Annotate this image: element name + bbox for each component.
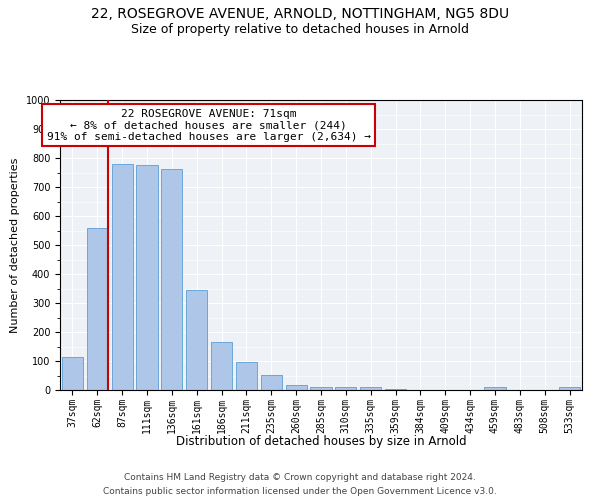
Bar <box>335 387 356 390</box>
Bar <box>559 387 580 390</box>
Text: 22, ROSEGROVE AVENUE, ARNOLD, NOTTINGHAM, NG5 8DU: 22, ROSEGROVE AVENUE, ARNOLD, NOTTINGHAM… <box>91 8 509 22</box>
Text: Contains public sector information licensed under the Open Government Licence v3: Contains public sector information licen… <box>103 488 497 496</box>
Text: Contains HM Land Registry data © Crown copyright and database right 2024.: Contains HM Land Registry data © Crown c… <box>124 472 476 482</box>
Bar <box>186 290 207 390</box>
Bar <box>87 228 108 390</box>
Bar <box>161 169 182 390</box>
Y-axis label: Number of detached properties: Number of detached properties <box>10 158 20 332</box>
Bar <box>112 164 133 390</box>
Bar <box>136 166 158 390</box>
Bar <box>286 385 307 390</box>
Bar <box>385 388 406 390</box>
Bar <box>62 357 83 390</box>
Bar <box>211 342 232 390</box>
Bar <box>310 386 332 390</box>
Bar <box>484 387 506 390</box>
Bar <box>261 375 282 390</box>
Bar <box>360 387 381 390</box>
Bar <box>236 362 257 390</box>
Text: Size of property relative to detached houses in Arnold: Size of property relative to detached ho… <box>131 22 469 36</box>
Text: Distribution of detached houses by size in Arnold: Distribution of detached houses by size … <box>176 435 466 448</box>
Text: 22 ROSEGROVE AVENUE: 71sqm
← 8% of detached houses are smaller (244)
91% of semi: 22 ROSEGROVE AVENUE: 71sqm ← 8% of detac… <box>47 108 371 142</box>
